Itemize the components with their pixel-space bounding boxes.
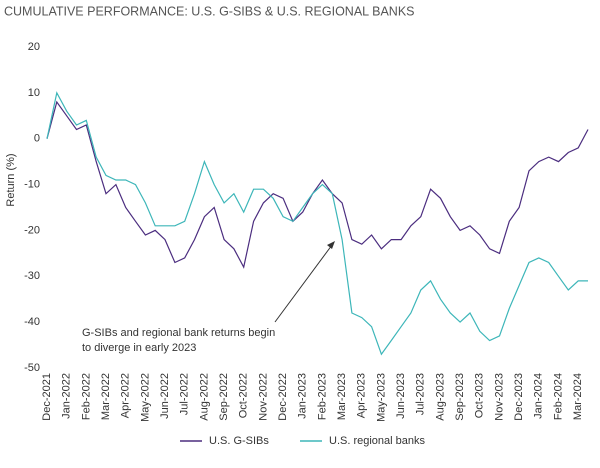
x-tick-label: Oct-2022 bbox=[238, 373, 250, 418]
chart-title: CUMULATIVE PERFORMANCE: U.S. G-SIBS & U.… bbox=[4, 4, 415, 18]
x-tick-label: Nov-2022 bbox=[257, 373, 269, 421]
x-tick-label: Jun-2022 bbox=[159, 373, 171, 419]
x-tick-label: Sep-2022 bbox=[218, 373, 230, 421]
x-tick-label: Jul-2022 bbox=[179, 373, 191, 415]
x-tick-label: Jun-2023 bbox=[395, 373, 407, 419]
legend-label: U.S. regional banks bbox=[329, 435, 425, 447]
x-tick-label: Dec-2021 bbox=[41, 373, 53, 421]
x-tick-label: Sep-2023 bbox=[454, 373, 466, 421]
annotation: to diverge in early 2023 bbox=[82, 342, 196, 354]
x-tick-label: Jan-2023 bbox=[297, 373, 309, 419]
x-tick-label: Jul-2023 bbox=[415, 373, 427, 415]
x-tick-label: Aug-2022 bbox=[198, 373, 210, 421]
x-tick-label: Mar-2023 bbox=[336, 373, 348, 420]
x-tick-label: May-2023 bbox=[375, 373, 387, 422]
y-tick-label: 10 bbox=[28, 87, 40, 99]
x-tick-label: Apr-2023 bbox=[356, 373, 368, 418]
series-line bbox=[46, 91, 588, 356]
x-tick-label: Mar-2024 bbox=[572, 373, 584, 420]
y-tick-label: -10 bbox=[24, 178, 40, 190]
x-tick-label: May-2022 bbox=[139, 373, 151, 422]
y-axis-label: Return (%) bbox=[5, 153, 17, 206]
x-tick-label: Mar-2022 bbox=[100, 373, 112, 420]
x-tick-label: Jan-2024 bbox=[533, 373, 545, 419]
y-tick-label: -40 bbox=[24, 316, 40, 328]
series-line bbox=[46, 100, 589, 269]
y-tick-label: 20 bbox=[28, 41, 40, 53]
x-tick-label: Apr-2022 bbox=[120, 373, 132, 418]
y-tick-label: 0 bbox=[34, 133, 40, 145]
x-tick-label: Feb-2024 bbox=[552, 373, 564, 420]
annotation-arrow bbox=[274, 244, 333, 323]
x-tick-label: Feb-2022 bbox=[80, 373, 92, 420]
annotation: G-SIBs and regional bank returns begin bbox=[82, 327, 275, 339]
x-tick-label: Feb-2023 bbox=[316, 373, 328, 420]
x-tick-label: Oct-2023 bbox=[474, 373, 486, 418]
y-tick-label: -20 bbox=[24, 224, 40, 236]
x-tick-label: Dec-2023 bbox=[513, 373, 525, 421]
y-tick-label: -50 bbox=[24, 362, 40, 374]
x-tick-label: Nov-2023 bbox=[493, 373, 505, 421]
legend-label: U.S. G-SIBs bbox=[209, 435, 269, 447]
x-tick-label: Jan-2022 bbox=[61, 373, 73, 419]
y-tick-label: -30 bbox=[24, 270, 40, 282]
arrowhead bbox=[327, 241, 335, 249]
x-tick-label: Dec-2022 bbox=[277, 373, 289, 421]
x-tick-label: Aug-2023 bbox=[434, 373, 446, 421]
